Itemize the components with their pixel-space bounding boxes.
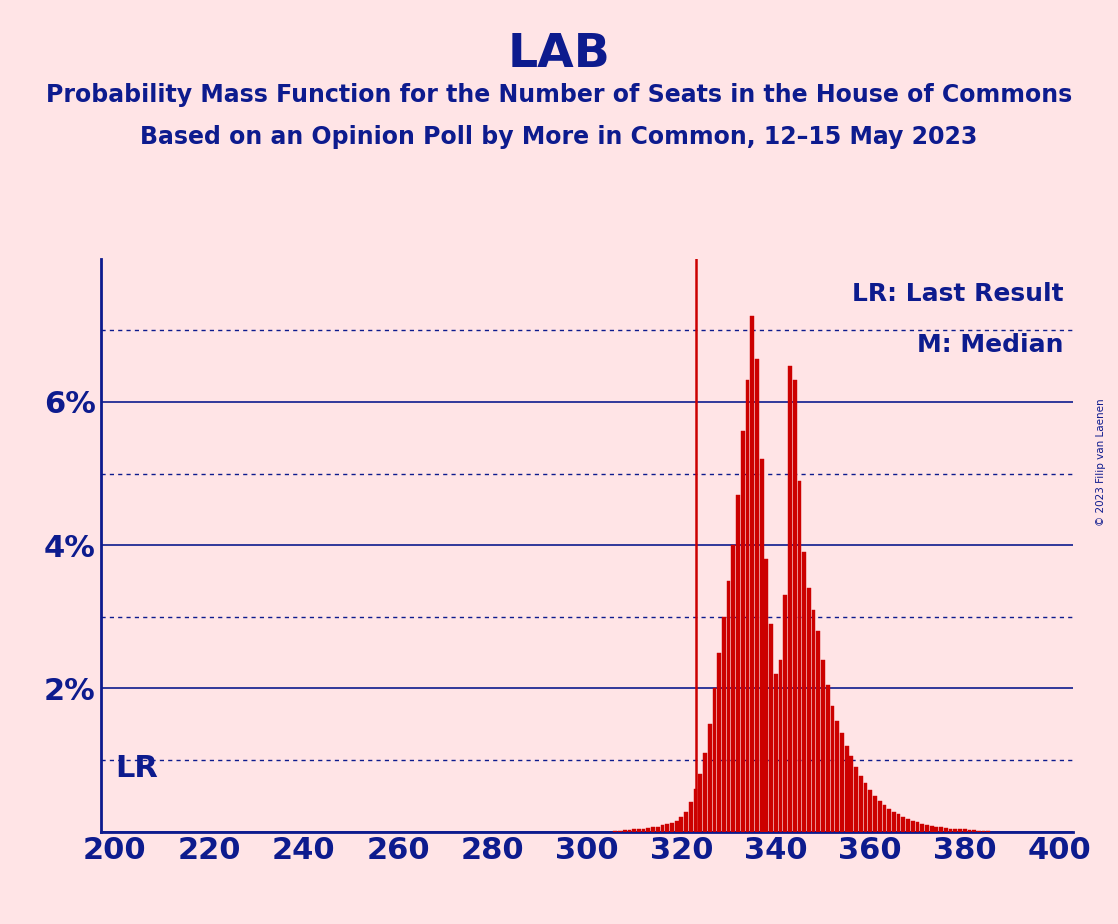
Bar [727, 581, 730, 832]
Bar [863, 783, 868, 832]
Bar [788, 366, 792, 832]
Bar [920, 823, 925, 832]
Bar [778, 660, 783, 832]
Bar [935, 827, 938, 832]
Bar [689, 801, 693, 832]
Bar [845, 746, 849, 832]
Bar [741, 431, 745, 832]
Bar [925, 825, 929, 832]
Bar [906, 820, 910, 832]
Bar [722, 617, 726, 832]
Bar [854, 767, 858, 832]
Bar [840, 733, 844, 832]
Text: © 2023 Filip van Laenen: © 2023 Filip van Laenen [1097, 398, 1106, 526]
Bar [627, 830, 632, 832]
Bar [797, 480, 802, 832]
Bar [708, 724, 711, 832]
Bar [882, 805, 887, 832]
Bar [661, 825, 664, 832]
Bar [693, 788, 698, 832]
Bar [944, 828, 948, 832]
Bar [718, 652, 721, 832]
Bar [765, 559, 768, 832]
Bar [803, 553, 806, 832]
Bar [769, 624, 773, 832]
Bar [670, 823, 674, 832]
Bar [637, 830, 641, 832]
Bar [642, 829, 645, 832]
Bar [684, 811, 688, 832]
Bar [888, 808, 891, 832]
Bar [703, 753, 707, 832]
Bar [835, 721, 840, 832]
Bar [831, 706, 834, 832]
Bar [954, 829, 957, 832]
Bar [712, 688, 717, 832]
Text: Probability Mass Function for the Number of Seats in the House of Commons: Probability Mass Function for the Number… [46, 83, 1072, 107]
Bar [746, 381, 749, 832]
Bar [646, 828, 651, 832]
Bar [916, 822, 919, 832]
Bar [793, 381, 797, 832]
Bar [949, 829, 953, 832]
Bar [939, 827, 942, 832]
Text: M: Median: M: Median [917, 334, 1063, 358]
Bar [651, 827, 655, 832]
Bar [784, 595, 787, 832]
Bar [850, 757, 853, 832]
Bar [967, 830, 972, 832]
Bar [675, 821, 679, 832]
Bar [699, 774, 702, 832]
Bar [633, 830, 636, 832]
Bar [812, 610, 815, 832]
Bar [760, 459, 764, 832]
Text: LAB: LAB [508, 32, 610, 78]
Bar [859, 776, 863, 832]
Bar [897, 814, 900, 832]
Bar [731, 545, 736, 832]
Bar [873, 796, 877, 832]
Bar [958, 830, 961, 832]
Bar [816, 631, 821, 832]
Bar [736, 495, 740, 832]
Bar [869, 790, 872, 832]
Bar [973, 830, 976, 832]
Bar [623, 830, 626, 832]
Bar [680, 817, 683, 832]
Bar [878, 801, 882, 832]
Bar [930, 826, 934, 832]
Bar [826, 685, 830, 832]
Bar [755, 359, 759, 832]
Bar [774, 675, 778, 832]
Text: LR: LR [115, 754, 158, 783]
Bar [665, 824, 669, 832]
Bar [656, 827, 660, 832]
Text: LR: Last Result: LR: Last Result [852, 282, 1063, 306]
Bar [821, 660, 825, 832]
Bar [892, 811, 896, 832]
Bar [750, 316, 755, 832]
Bar [963, 830, 967, 832]
Bar [901, 817, 906, 832]
Bar [807, 588, 811, 832]
Text: Based on an Opinion Poll by More in Common, 12–15 May 2023: Based on an Opinion Poll by More in Comm… [141, 125, 977, 149]
Bar [911, 821, 915, 832]
